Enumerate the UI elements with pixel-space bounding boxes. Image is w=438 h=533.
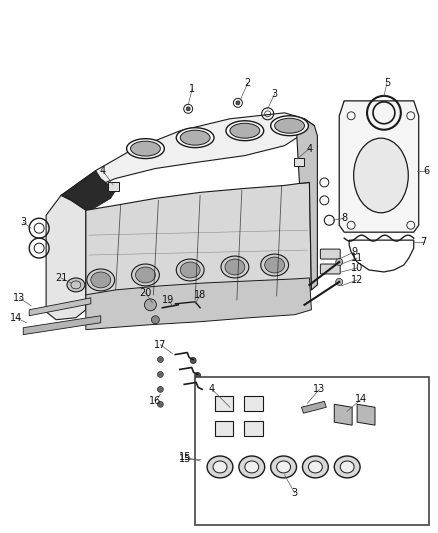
Ellipse shape [226, 121, 264, 141]
Polygon shape [86, 278, 311, 330]
Text: 4: 4 [306, 143, 312, 154]
Ellipse shape [87, 269, 115, 291]
Circle shape [157, 372, 163, 377]
Circle shape [236, 101, 240, 105]
Circle shape [186, 107, 190, 111]
Polygon shape [357, 404, 375, 425]
Bar [195, 377, 429, 524]
Text: 11: 11 [351, 253, 363, 263]
Ellipse shape [308, 461, 322, 473]
Text: 4: 4 [100, 166, 106, 175]
Text: 17: 17 [154, 340, 166, 350]
Text: 14: 14 [355, 394, 367, 405]
Text: 15: 15 [179, 452, 191, 462]
Ellipse shape [334, 456, 360, 478]
Polygon shape [29, 298, 91, 316]
Circle shape [145, 299, 156, 311]
Ellipse shape [340, 461, 354, 473]
Text: 3: 3 [20, 217, 26, 227]
Polygon shape [297, 119, 318, 290]
Text: 2: 2 [245, 78, 251, 88]
Polygon shape [46, 196, 86, 320]
Polygon shape [61, 113, 314, 200]
Polygon shape [86, 182, 311, 310]
Text: 8: 8 [341, 213, 347, 223]
Ellipse shape [127, 139, 164, 158]
Text: 10: 10 [351, 263, 363, 273]
Text: 9: 9 [351, 247, 357, 257]
Circle shape [190, 358, 196, 364]
Circle shape [157, 357, 163, 362]
Text: 6: 6 [424, 166, 430, 175]
Ellipse shape [265, 257, 285, 273]
Text: 19: 19 [162, 295, 174, 305]
Ellipse shape [207, 456, 233, 478]
Polygon shape [334, 404, 352, 425]
FancyBboxPatch shape [244, 421, 263, 435]
Text: 4: 4 [209, 384, 215, 394]
Text: 13: 13 [13, 293, 25, 303]
Ellipse shape [213, 461, 227, 473]
Circle shape [157, 386, 163, 392]
Circle shape [157, 401, 163, 407]
Ellipse shape [131, 264, 159, 286]
Ellipse shape [135, 267, 155, 283]
Ellipse shape [221, 256, 249, 278]
Circle shape [152, 316, 159, 324]
Polygon shape [61, 171, 116, 220]
Text: 14: 14 [10, 313, 22, 323]
Text: 15: 15 [179, 454, 191, 464]
Ellipse shape [303, 456, 328, 478]
FancyBboxPatch shape [215, 421, 233, 435]
Ellipse shape [176, 128, 214, 148]
Ellipse shape [271, 116, 308, 136]
Ellipse shape [176, 259, 204, 281]
Circle shape [199, 387, 205, 393]
Circle shape [336, 259, 343, 265]
FancyBboxPatch shape [294, 158, 304, 166]
Ellipse shape [225, 259, 245, 275]
Text: 16: 16 [149, 397, 162, 406]
Ellipse shape [271, 456, 297, 478]
Circle shape [336, 278, 343, 285]
Circle shape [194, 373, 201, 378]
Ellipse shape [131, 141, 160, 156]
Text: 21: 21 [55, 273, 67, 283]
Ellipse shape [261, 254, 289, 276]
FancyBboxPatch shape [108, 182, 119, 191]
Ellipse shape [180, 130, 210, 145]
Ellipse shape [67, 278, 85, 292]
Polygon shape [339, 101, 419, 232]
Ellipse shape [353, 138, 408, 213]
FancyBboxPatch shape [320, 264, 340, 274]
Text: 5: 5 [384, 78, 390, 88]
Ellipse shape [230, 123, 260, 138]
Text: 12: 12 [351, 275, 363, 285]
FancyBboxPatch shape [215, 396, 233, 411]
Ellipse shape [277, 461, 290, 473]
FancyBboxPatch shape [320, 249, 340, 259]
FancyBboxPatch shape [244, 396, 263, 411]
Text: 3: 3 [291, 488, 297, 498]
Ellipse shape [91, 272, 111, 288]
Text: 7: 7 [420, 237, 427, 247]
Text: 20: 20 [139, 288, 152, 298]
Text: 1: 1 [189, 84, 195, 94]
Ellipse shape [239, 456, 265, 478]
Ellipse shape [275, 118, 304, 133]
Text: 13: 13 [313, 384, 325, 394]
Polygon shape [23, 316, 101, 335]
Text: 18: 18 [194, 290, 206, 300]
Ellipse shape [245, 461, 259, 473]
Ellipse shape [180, 262, 200, 278]
Text: 3: 3 [272, 89, 278, 99]
Polygon shape [301, 401, 326, 413]
